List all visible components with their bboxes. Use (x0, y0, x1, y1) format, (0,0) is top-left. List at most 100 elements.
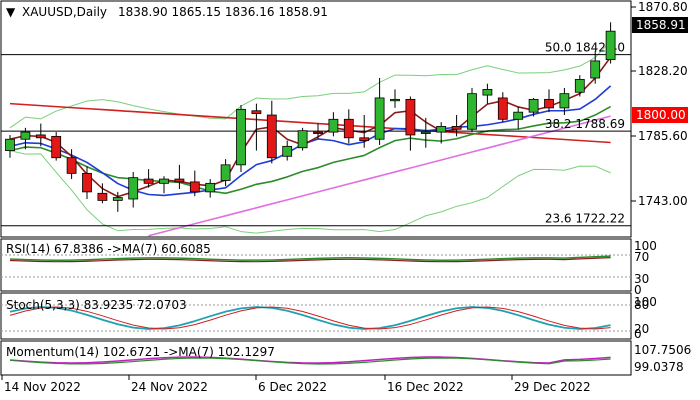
ma-slow-line (9, 105, 611, 195)
svg-text:100: 100 (634, 239, 657, 253)
stoch-panel (0, 292, 632, 340)
bear-candle (313, 131, 323, 134)
rsi-panel (0, 238, 632, 292)
candlesticks (5, 22, 616, 212)
bull-candle (420, 131, 431, 134)
stoch-lines (1, 304, 631, 332)
bull-candle (590, 60, 601, 79)
svg-text:0: 0 (634, 283, 642, 297)
svg-text:30: 30 (634, 272, 649, 286)
upper-band-line (9, 40, 611, 129)
stoch-d-line (9, 306, 611, 330)
current-price-tag: 1858.91 (632, 17, 688, 33)
svg-text:107.7506: 107.7506 (634, 343, 691, 357)
price-tick: 1870.80 (638, 0, 688, 14)
rsi-label: RSI(14) 67.8386 ->MA(7) 60.6085 (6, 242, 211, 256)
bull-candle (559, 93, 570, 109)
bear-candle (359, 137, 370, 142)
rsi-axis: 100 70 30 0 (634, 239, 657, 297)
price-axis: 1870.80 1828.20 1785.60 1743.00 (631, 0, 688, 208)
momentum-panel (0, 340, 632, 376)
svg-text:99.0378: 99.0378 (634, 360, 684, 374)
bear-candle (97, 192, 108, 201)
bull-candle (20, 131, 31, 140)
bull-candle (205, 182, 216, 193)
stoch-label: Stoch(5,3,3) 83.9235 72.0703 (6, 298, 187, 312)
header-arrow: ▼ (6, 5, 16, 19)
main-panel (0, 0, 632, 238)
date-tick: 16 Dec 2022 (387, 380, 464, 394)
bear-candle (451, 126, 462, 130)
svg-text:20: 20 (634, 322, 649, 336)
momentum-lines (9, 356, 611, 365)
date-axis: 14 Nov 2022 24 Nov 2022 6 Dec 2022 16 De… (1, 375, 591, 394)
rsi-line (9, 255, 611, 261)
bear-candle (343, 118, 354, 139)
rsi-ma-line (9, 257, 611, 263)
momentum-ma-line (9, 357, 611, 365)
date-tick: 14 Nov 2022 (4, 380, 81, 394)
rsi-lines (1, 254, 631, 278)
fib-level-label: 38.2 1788.69 (545, 117, 625, 131)
bull-candle (528, 98, 539, 113)
bear-candle (251, 110, 262, 114)
bull-candle (467, 93, 477, 130)
bollinger-bands (9, 40, 611, 234)
bull-candle (513, 111, 524, 120)
bull-candle (297, 130, 308, 149)
fib-level-label: 50.0 1842.40 (545, 41, 625, 55)
bull-candle (236, 108, 246, 166)
fibonacci-levels: 50.0 1842.40 38.2 1788.69 23.6 1722.22 (1, 41, 631, 227)
svg-text:1800.00: 1800.00 (636, 108, 686, 122)
bull-candle (220, 164, 231, 181)
bull-candle (159, 178, 169, 184)
bear-candle (66, 157, 77, 174)
ma-long-line (148, 115, 611, 237)
bear-candle (143, 178, 154, 184)
date-tick: 24 Nov 2022 (131, 380, 208, 394)
bear-candle (174, 178, 185, 183)
stoch-k-line (9, 306, 611, 330)
momentum-label: Momentum(14) 102.6721 ->MA(7) 102.1297 (6, 345, 275, 359)
bear-candle (82, 172, 92, 193)
ma-fast-line (9, 56, 612, 198)
momentum-axis: 107.7506 99.0378 (634, 343, 691, 374)
bull-candle (574, 79, 585, 93)
bear-candle (189, 181, 200, 193)
date-tick: 6 Dec 2022 (258, 380, 327, 394)
bull-candle (328, 118, 339, 133)
bull-candle (390, 98, 400, 102)
bear-candle (544, 98, 554, 109)
bull-candle (282, 145, 293, 157)
moving-averages (9, 56, 612, 237)
symbol-label: XAUUSD,Daily (22, 5, 107, 19)
bull-candle (374, 97, 385, 140)
lower-band-line (9, 150, 611, 234)
bear-candle (35, 134, 46, 139)
bull-candle (482, 88, 493, 96)
ohlc-label: 1838.90 1865.15 1836.16 1858.91 (118, 5, 328, 19)
bear-candle (266, 114, 277, 159)
bull-candle (112, 197, 123, 201)
bear-candle (51, 135, 62, 159)
svg-text:70: 70 (634, 250, 649, 264)
bull-candle (436, 126, 447, 133)
bull-candle (5, 138, 15, 152)
stoch-axis: 100 80 20 0 (634, 295, 657, 341)
level-1800-tag: 1800.00 (632, 107, 688, 123)
bull-candle (605, 30, 616, 61)
bear-candle (405, 98, 416, 136)
svg-text:0: 0 (634, 327, 642, 341)
fib-level-label: 23.6 1722.22 (545, 212, 625, 226)
svg-text:80: 80 (634, 298, 649, 312)
ma-200-line (9, 102, 611, 144)
date-tick: 29 Dec 2022 (514, 380, 591, 394)
svg-text:100: 100 (634, 295, 657, 309)
svg-text:1858.91: 1858.91 (636, 18, 686, 32)
price-tick: 1743.00 (638, 194, 688, 208)
price-tick: 1828.20 (638, 64, 688, 78)
price-tick: 1785.60 (638, 129, 688, 143)
bear-candle (497, 97, 508, 120)
bull-candle (128, 177, 139, 200)
